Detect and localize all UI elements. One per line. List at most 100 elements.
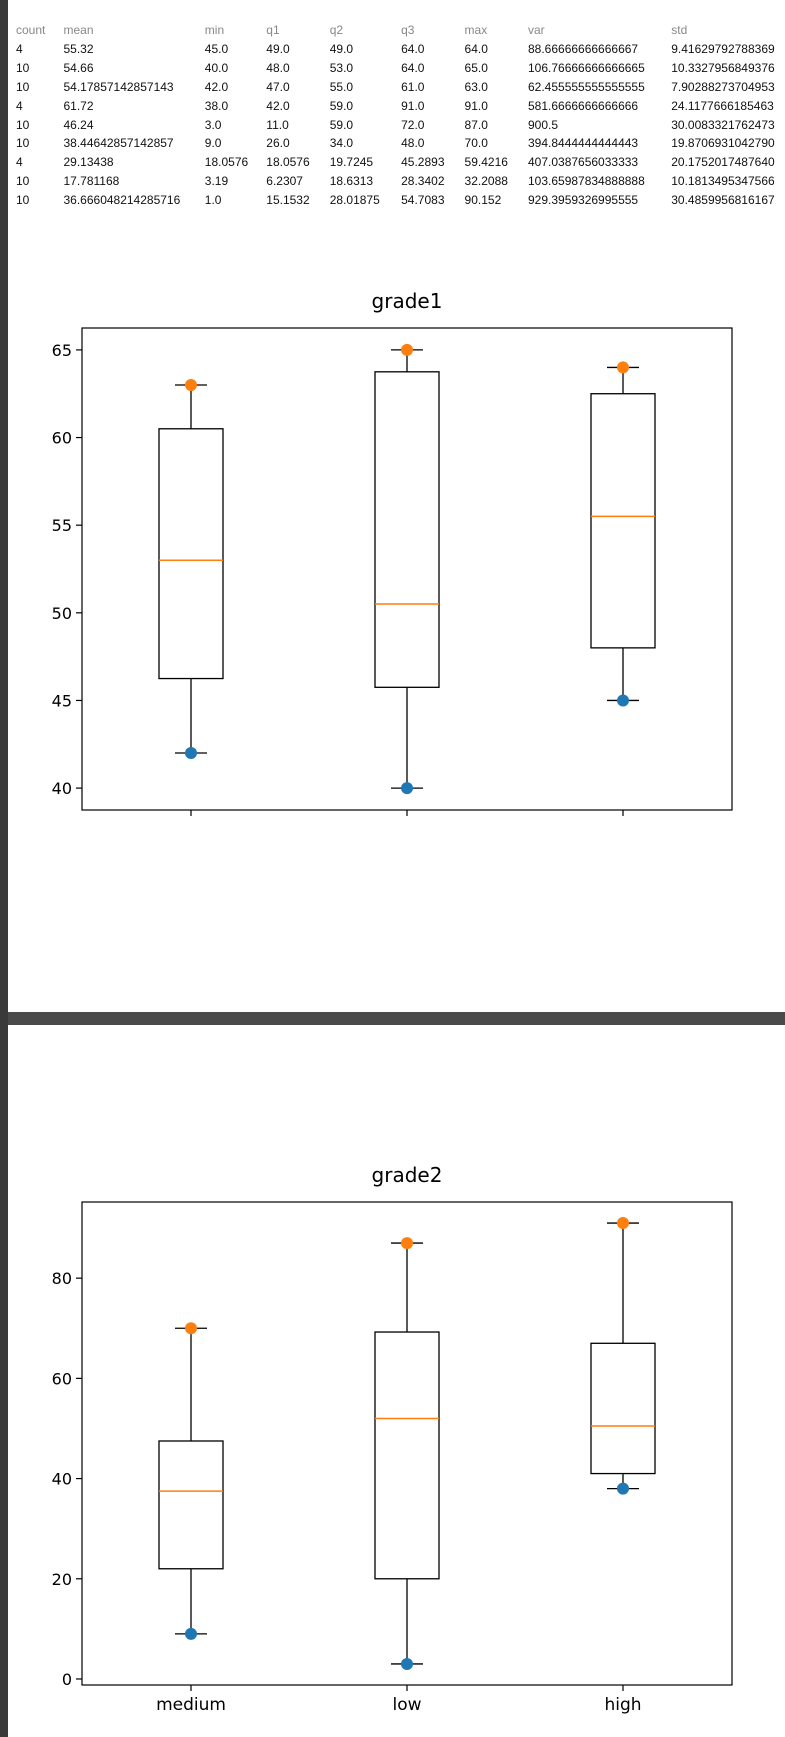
table-cell-count: 4: [16, 155, 23, 170]
table-cell-std: 7.90288273704953: [671, 79, 775, 94]
table-row: 10 54.17857142857143 42.0 47.0 55.0 61.0 63.0 6…: [16, 78, 785, 97]
table-cell-mean: 38.44642857142857: [63, 136, 174, 151]
table-cell-q3: 61.0: [401, 79, 425, 94]
table-cell-q1: 18.0576: [266, 155, 310, 170]
stats-header-row: count mean min q1 q2 q3 max var std: [16, 20, 785, 40]
table-row: 10 46.24 3.0 11.0 59.0 72.0 87.0 900.5 30.008332…: [16, 115, 785, 134]
table-cell-q3: 64.0: [401, 61, 425, 76]
table-cell-q1: 49.0: [266, 42, 290, 57]
table-row: 10 38.44642857142857 9.0 26.0 34.0 48.0 70.0 39…: [16, 134, 785, 153]
grade2-chart: grade2 0 20 40 60 80 medium low high: [52, 1163, 733, 1715]
table-cell-var: 900.5: [527, 117, 559, 132]
grade2-ytick-label: 80: [52, 1269, 72, 1288]
table-cell-q1: 15.1532: [266, 192, 310, 207]
table-cell-std: 30.0083321762473: [671, 117, 775, 132]
table-cell-q3: 45.2893: [401, 155, 445, 170]
grade1-chart: grade1 40 45 50 55 60 65 medium low high: [52, 289, 733, 822]
grade1-box-low: [374, 371, 440, 688]
grade2-box-low: [374, 1331, 440, 1580]
table-cell-min: 9.0: [204, 136, 222, 151]
grade2-xtick-label-low: low: [392, 1695, 421, 1715]
grade2-ytick-label: 20: [52, 1570, 72, 1589]
table-cell-min: 3.19: [204, 173, 229, 188]
table-cell-var: 394.8444444444443: [527, 136, 639, 151]
table-cell-q1: 47.0: [266, 79, 290, 94]
table-cell-count: 4: [16, 98, 23, 113]
table-cell-var: 581.6666666666666: [527, 98, 639, 113]
table-cell-mean: 29.13438: [63, 155, 114, 170]
table-row: 4 61.72 38.0 42.0 59.0 91.0 91.0 581.6666666666…: [16, 96, 785, 115]
stats-body: 4 55.32 45.0 49.0 49.0 64.0 64.0 88.66666666666…: [16, 40, 785, 209]
grade1-ytick-label: 60: [52, 429, 72, 448]
grade2-title: grade2: [372, 1163, 443, 1187]
grade1-title: grade1: [372, 289, 443, 313]
table-cell-max: 90.152: [464, 192, 502, 207]
table-cell-q2: 59.0: [329, 98, 354, 113]
grade2-box-medium: [158, 1440, 224, 1570]
table-cell-q3: 28.3402: [401, 173, 445, 188]
grade1-ytick-label: 65: [52, 341, 72, 360]
table-cell-q1: 6.2307: [266, 173, 303, 188]
table-cell-q2: 18.6313: [329, 173, 374, 188]
grade1-box-medium: [158, 428, 224, 680]
grade1-xtick-label-medium: medium: [156, 820, 226, 822]
grade1-min-point-high: [617, 694, 629, 707]
table-row: 10 17.781168 3.19 6.2307 18.6313 28.3402 32.20…: [16, 172, 785, 191]
table-cell-std: 24.1177666185463: [671, 98, 774, 113]
column-header-std: std: [671, 23, 688, 37]
table-cell-min: 40.0: [204, 61, 229, 76]
table-cell-count: 4: [16, 42, 23, 57]
table-cell-count: 10: [16, 79, 30, 94]
table-cell-count: 10: [16, 136, 30, 151]
table-cell-min: 18.0576: [204, 155, 249, 170]
table-cell-q2: 53.0: [329, 61, 354, 76]
table-cell-count: 10: [16, 117, 30, 132]
grade1-xtick-label-high: high: [604, 820, 641, 822]
table-cell-std: 9.41629792788369: [671, 42, 775, 57]
table-cell-std: 10.3327956849376: [671, 61, 775, 76]
table-cell-mean: 61.72: [63, 98, 94, 113]
table-row: 10 54.66 40.0 48.0 53.0 64.0 65.0 106.766666666…: [16, 59, 785, 78]
grade2-ytick-label: 60: [52, 1369, 72, 1388]
column-header-mean: mean: [63, 23, 94, 37]
grade1-max-point-high: [617, 361, 629, 374]
grade2-xtick-label-medium: medium: [156, 1695, 226, 1715]
table-cell-var: 103.65987834888888: [527, 173, 645, 188]
table-cell-std: 10.1813495347566: [671, 173, 775, 188]
table-cell-q3: 48.0: [401, 136, 425, 151]
table-cell-q2: 49.0: [329, 42, 354, 57]
table-cell-mean: 55.32: [63, 42, 94, 57]
column-header-count: count: [16, 23, 46, 37]
table-cell-q1: 48.0: [266, 61, 290, 76]
page-divider: [8, 1012, 785, 1025]
column-header-min: min: [204, 23, 225, 37]
table-cell-min: 1.0: [204, 192, 222, 207]
stats-table: count mean min q1 q2 q3 max var std 4 55.32 45.0 49…: [16, 20, 785, 209]
table-cell-max: 32.2088: [464, 173, 508, 188]
table-cell-var: 106.76666666666665: [527, 61, 645, 76]
table-cell-q3: 54.7083: [401, 192, 445, 207]
grade2-ytick-label: 40: [52, 1470, 72, 1489]
table-cell-q2: 19.7245: [329, 155, 374, 170]
table-cell-mean: 36.666048214285716: [63, 192, 181, 207]
grade2-box-high: [590, 1342, 656, 1475]
table-row: 10 36.666048214285716 1.0 15.1532 28.01875 54…: [16, 190, 785, 209]
table-cell-max: 70.0: [464, 136, 488, 151]
table-cell-var: 88.66666666666667: [527, 42, 639, 57]
grade1-min-point-medium: [185, 747, 197, 760]
table-cell-var: 62.455555555555555: [527, 79, 645, 94]
table-cell-min: 3.0: [204, 117, 222, 132]
grade2-max-point-medium: [185, 1322, 197, 1335]
table-row: 4 55.32 45.0 49.0 49.0 64.0 64.0 88.66666666666…: [16, 40, 785, 59]
grade2-min-point-medium: [185, 1627, 197, 1640]
table-cell-std: 30.4859956816167: [671, 192, 775, 207]
table-cell-mean: 46.24: [63, 117, 94, 132]
table-cell-count: 10: [16, 61, 30, 76]
table-cell-min: 45.0: [204, 42, 229, 57]
table-cell-min: 42.0: [204, 79, 229, 94]
table-cell-max: 64.0: [464, 42, 488, 57]
table-cell-q2: 55.0: [329, 79, 354, 94]
table-cell-q2: 28.01875: [329, 192, 380, 207]
table-cell-mean: 54.66: [63, 61, 94, 76]
column-header-q1: q1: [266, 23, 280, 37]
